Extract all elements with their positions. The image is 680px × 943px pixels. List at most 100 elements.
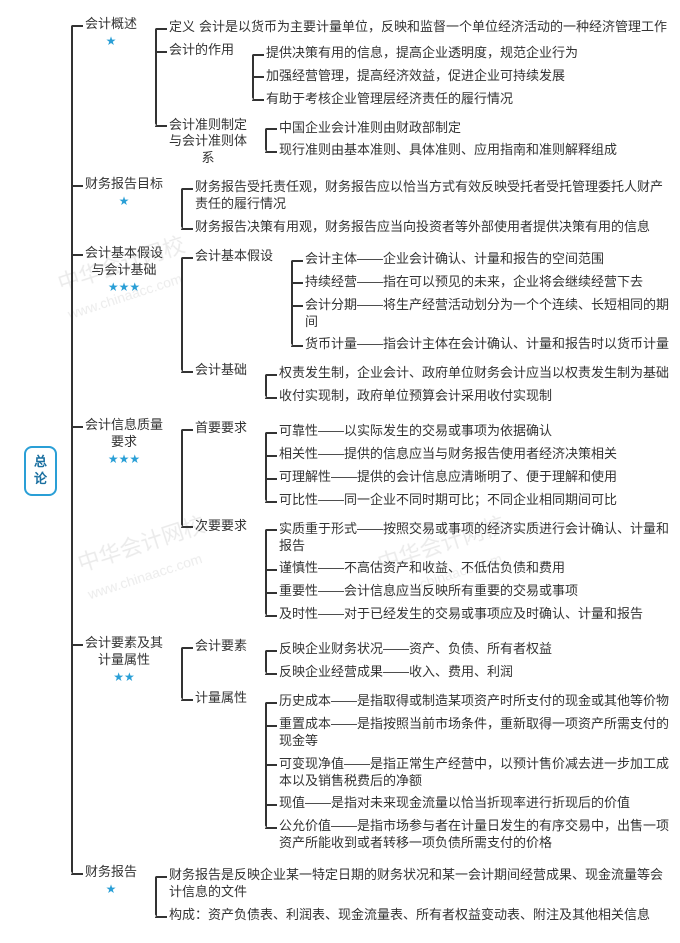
leaf-text: 谨慎性——不高估资产和收益、不低估负债和费用 [279, 560, 565, 577]
tree-node: 相关性——提供的信息应当与财务报告使用者经济决策相关 [265, 443, 670, 466]
tree-node: 会计基本假设 会计主体——企业会计确认、计量和报告的空间范围持续经营——指在可以预… [181, 245, 670, 359]
node-label: 会计基本假设与会计基础★★★ [85, 245, 167, 295]
tree-node: 重要性——会计信息应当反映所有重要的交易或事项 [265, 580, 670, 603]
leaf-text: 相关性——提供的信息应当与财务报告使用者经济决策相关 [279, 446, 617, 463]
tree-node: 计量属性 历史成本——是指取得或制造某项资产时所支付的现金或其他等价物重置成本——… [181, 687, 670, 858]
tree-node: 加强经营管理，提高经济效益，促进企业可持续发展 [252, 65, 670, 88]
leaf-text: 可靠性——以实际发生的交易或事项为依据确认 [279, 423, 552, 440]
tree-node: 历史成本——是指取得或制造某项资产时所支付的现金或其他等价物 [265, 690, 670, 713]
leaf-text: 现行准则由基本准则、具体准则、应用指南和准则解释组成 [279, 142, 617, 159]
leaf-text: 权责发生制，企业会计、政府单位财务会计应当以权责发生制为基础 [279, 365, 669, 382]
tree-node: 持续经营——指在可以预见的未来，企业将会继续经营下去 [291, 271, 670, 294]
tree-node: 实质重于形式——按照交易或事项的经济实质进行会计确认、计量和报告 [265, 518, 670, 558]
tree-node: 会计基础 权责发生制，企业会计、政府单位财务会计应当以权责发生制为基础收付实现制，… [181, 359, 670, 411]
leaf-text: 及时性——对于已经发生的交易或事项应及时确认、计量和报告 [279, 606, 643, 623]
star-rating: ★ [85, 882, 137, 898]
tree-node: 财务报告受托责任观，财务报告应以恰当方式有效反映受托者受托管理委托人财产责任的履… [181, 176, 670, 216]
leaf-text: 可比性——同一企业不同时期可比；不同企业相同期间可比 [279, 492, 617, 509]
tree-node: 及时性——对于已经发生的交易或事项应及时确认、计量和报告 [265, 603, 670, 626]
tree-node: 货币计量——指会计主体在会计确认、计量和报告时以货币计量 [291, 333, 670, 356]
tree-node: 重置成本——是指按照当前市场条件，重新取得一项资产所需支付的现金等 [265, 713, 670, 753]
tree-node: 可变现净值——是指正常生产经营中，以预计售价减去进一步加工成本以及销售税费后的净… [265, 753, 670, 793]
tree-node: 定义会计是以货币为主要计量单位，反映和监督一个单位经济活动的一种经济管理工作 [155, 16, 670, 39]
node-label: 会计基本假设 [195, 248, 277, 265]
leaf-text: 财务报告受托责任观，财务报告应以恰当方式有效反映受托者受托管理委托人财产责任的履… [195, 179, 670, 213]
leaf-text: 财务报告决策有用观，财务报告应当向投资者等外部使用者提供决策有用的信息 [195, 219, 650, 236]
leaf-text: 反映企业财务状况——资产、负债、所有者权益 [279, 641, 552, 658]
tree-node: 会计要素 反映企业财务状况——资产、负债、所有者权益反映企业经营成果——收入、费用… [181, 635, 670, 687]
node-label: 财务报告目标★ [85, 176, 167, 209]
tree-node: 权责发生制，企业会计、政府单位财务会计应当以权责发生制为基础 [265, 362, 670, 385]
leaf-text: 实质重于形式——按照交易或事项的经济实质进行会计确认、计量和报告 [279, 521, 670, 555]
leaf-text: 历史成本——是指取得或制造某项资产时所支付的现金或其他等价物 [279, 693, 669, 710]
leaf-text: 构成：资产负债表、利润表、现金流量表、所有者权益变动表、附注及其他相关信息 [169, 907, 650, 924]
leaf-text: 现值——是指对未来现金流量以恰当折现率进行折现后的价值 [279, 795, 630, 812]
tree-node: 有助于考核企业管理层经济责任的履行情况 [252, 88, 670, 111]
leaf-text: 中国企业会计准则由财政部制定 [279, 120, 461, 137]
mindmap-tree: 总论 会计概述★ 定义会计是以货币为主要计量单位，反映和监督一个单位经济活动的一种经… [10, 10, 670, 933]
leaf-text: 持续经营——指在可以预见的未来，企业将会继续经营下去 [305, 274, 643, 291]
tree-node: 财务报告是反映企业某一特定日期的财务状况和某一会计期间经营成果、现金流量等会计信… [155, 864, 670, 904]
leaf-text: 加强经营管理，提高经济效益，促进企业可持续发展 [266, 68, 565, 85]
tree-node: 会计的作用 提供决策有用的信息，提高企业透明度，规范企业行为加强经营管理，提高经济… [155, 39, 670, 114]
node-label: 会计信息质量要求★★★ [85, 417, 167, 467]
tree-node: 公允价值——是指市场参与者在计量日发生的有序交易中，出售一项资产所能收到或者转移… [265, 815, 670, 855]
star-rating: ★ [85, 194, 163, 210]
leaf-text: 提供决策有用的信息，提高企业透明度，规范企业行为 [266, 45, 578, 62]
node-label: 首要要求 [195, 420, 251, 437]
node-label: 会计的作用 [169, 42, 238, 59]
tree-node: 现值——是指对未来现金流量以恰当折现率进行折现后的价值 [265, 792, 670, 815]
tree-node: 构成：资产负债表、利润表、现金流量表、所有者权益变动表、附注及其他相关信息 [155, 904, 670, 927]
tree-node: 首要要求 可靠性——以实际发生的交易或事项为依据确认相关性——提供的信息应当与财务… [181, 417, 670, 515]
star-rating: ★★ [85, 670, 163, 686]
node-label: 会计要素及其计量属性★★ [85, 635, 167, 685]
tree-node: 次要要求 实质重于形式——按照交易或事项的经济实质进行会计确认、计量和报告谨慎性—… [181, 515, 670, 629]
node-label: 会计要素 [195, 638, 251, 655]
tree-node: 会计分期——将生产经营活动划分为一个个连续、长短相同的期间 [291, 294, 670, 334]
node-label: 财务报告★ [85, 864, 141, 897]
node-label: 会计基础 [195, 362, 251, 379]
leaf-text: 反映企业经营成果——收入、费用、利润 [279, 664, 513, 681]
node-label: 计量属性 [195, 690, 251, 707]
tree-node: 会计基本假设与会计基础★★★ 会计基本假设 会计主体——企业会计确认、计量和报告的空… [71, 242, 670, 414]
tree-node: 会计信息质量要求★★★ 首要要求 可靠性——以实际发生的交易或事项为依据确认相关性—… [71, 414, 670, 632]
root-label: 总论 [24, 446, 57, 496]
leaf-text: 收付实现制，政府单位预算会计采用收付实现制 [279, 388, 552, 405]
tree-node: 会计主体——企业会计确认、计量和报告的空间范围 [291, 248, 670, 271]
node-label: 会计概述★ [85, 16, 141, 49]
star-rating: ★★★ [85, 452, 163, 468]
node-label: 会计准则制定与会计准则体系 [169, 117, 251, 168]
star-rating: ★ [85, 34, 137, 50]
tree-node: 会计要素及其计量属性★★ 会计要素 反映企业财务状况——资产、负债、所有者权益反映企… [71, 632, 670, 861]
tree-node: 总论 会计概述★ 定义会计是以货币为主要计量单位，反映和监督一个单位经济活动的一种经… [10, 10, 670, 933]
leaf-text: 可变现净值——是指正常生产经营中，以预计售价减去进一步加工成本以及销售税费后的净… [279, 756, 670, 790]
tree-node: 反映企业财务状况——资产、负债、所有者权益 [265, 638, 670, 661]
tree-node: 可理解性——提供的会计信息应清晰明了、便于理解和使用 [265, 466, 670, 489]
tree-node: 现行准则由基本准则、具体准则、应用指南和准则解释组成 [265, 139, 670, 162]
tree-node: 会计概述★ 定义会计是以货币为主要计量单位，反映和监督一个单位经济活动的一种经济管… [71, 13, 670, 173]
leaf-text: 可理解性——提供的会计信息应清晰明了、便于理解和使用 [279, 469, 617, 486]
leaf-text: 货币计量——指会计主体在会计确认、计量和报告时以货币计量 [305, 336, 669, 353]
node-label: 次要要求 [195, 518, 251, 535]
node-label: 定义 [169, 19, 199, 36]
tree-node: 谨慎性——不高估资产和收益、不低估负债和费用 [265, 557, 670, 580]
leaf-text: 会计主体——企业会计确认、计量和报告的空间范围 [305, 251, 604, 268]
leaf-text: 重置成本——是指按照当前市场条件，重新取得一项资产所需支付的现金等 [279, 716, 670, 750]
leaf-text: 会计分期——将生产经营活动划分为一个个连续、长短相同的期间 [305, 297, 670, 331]
leaf-text: 公允价值——是指市场参与者在计量日发生的有序交易中，出售一项资产所能收到或者转移… [279, 818, 670, 852]
leaf-text: 重要性——会计信息应当反映所有重要的交易或事项 [279, 583, 578, 600]
tree-node: 财务报告决策有用观，财务报告应当向投资者等外部使用者提供决策有用的信息 [181, 216, 670, 239]
tree-node: 会计准则制定与会计准则体系 中国企业会计准则由财政部制定现行准则由基本准则、具体准… [155, 114, 670, 171]
tree-node: 反映企业经营成果——收入、费用、利润 [265, 661, 670, 684]
tree-node: 财务报告目标★ 财务报告受托责任观，财务报告应以恰当方式有效反映受托者受托管理委托… [71, 173, 670, 242]
tree-node: 财务报告★ 财务报告是反映企业某一特定日期的财务状况和某一会计期间经营成果、现金流… [71, 861, 670, 930]
tree-node: 提供决策有用的信息，提高企业透明度，规范企业行为 [252, 42, 670, 65]
leaf-text: 有助于考核企业管理层经济责任的履行情况 [266, 91, 513, 108]
leaf-text: 财务报告是反映企业某一特定日期的财务状况和某一会计期间经营成果、现金流量等会计信… [169, 867, 670, 901]
tree-node: 收付实现制，政府单位预算会计采用收付实现制 [265, 385, 670, 408]
tree-node: 可靠性——以实际发生的交易或事项为依据确认 [265, 420, 670, 443]
leaf-text: 会计是以货币为主要计量单位，反映和监督一个单位经济活动的一种经济管理工作 [199, 19, 667, 36]
star-rating: ★★★ [85, 280, 163, 296]
tree-node: 中国企业会计准则由财政部制定 [265, 117, 670, 140]
tree-node: 可比性——同一企业不同时期可比；不同企业相同期间可比 [265, 489, 670, 512]
